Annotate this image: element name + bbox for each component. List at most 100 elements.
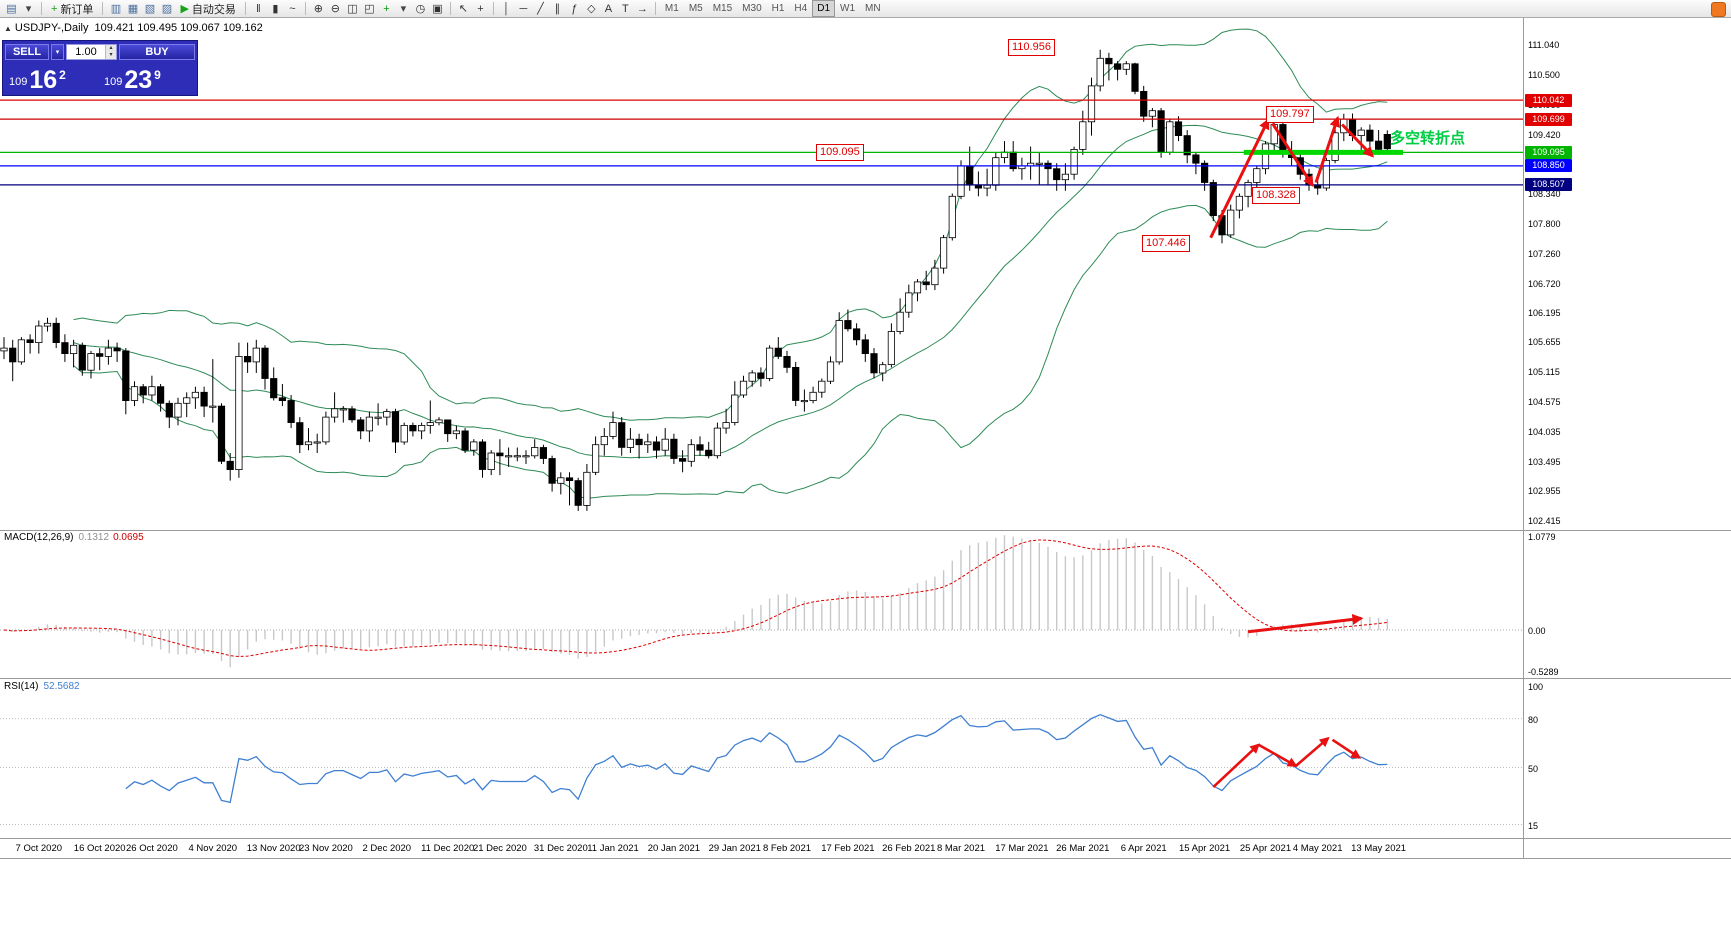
crosshair-icon[interactable]: + bbox=[477, 2, 484, 15]
cascade-windows-icon[interactable]: ◰ bbox=[364, 2, 375, 15]
price-axis-label: 111.040 bbox=[1528, 40, 1560, 50]
date-label: 26 Feb 2021 bbox=[882, 843, 936, 854]
price-axis-label: 106.195 bbox=[1528, 307, 1561, 318]
price-axis: 111.040110.500109.960109.420108.880108.3… bbox=[1524, 18, 1731, 858]
bar-chart-icon[interactable]: ‖ bbox=[256, 2, 261, 15]
timeframe-h4-button[interactable]: H4 bbox=[794, 3, 808, 14]
ask-price: 109 23 9 bbox=[100, 62, 195, 93]
lot-size-input[interactable] bbox=[67, 45, 105, 58]
macd-panel[interactable] bbox=[0, 530, 1523, 678]
price-tag: 108.507 bbox=[1525, 178, 1572, 192]
zoom-out-icon[interactable]: ⊖ bbox=[330, 2, 341, 15]
autotrading-button[interactable]: ▶ 自动交易 bbox=[175, 1, 240, 17]
vertical-line-icon[interactable]: │ bbox=[502, 2, 510, 15]
price-axis-label: 106.720 bbox=[1528, 278, 1561, 289]
one-click-trading-panel: SELL ▾ ▴ ▾ BUY 109 16 2 109 23 9 bbox=[2, 40, 198, 96]
period-clock-icon[interactable]: ◷ bbox=[415, 2, 426, 15]
ask-prefix: 109 bbox=[104, 76, 123, 88]
data-window-icon[interactable]: ▦ bbox=[127, 2, 139, 15]
sell-button[interactable]: SELL bbox=[5, 43, 49, 60]
trendline-icon[interactable]: ╱ bbox=[537, 2, 544, 15]
timeframe-m15-button[interactable]: M15 bbox=[712, 3, 733, 14]
autotrading-button-icon: ▶ bbox=[180, 3, 189, 15]
date-label: 13 May 2021 bbox=[1351, 843, 1407, 854]
buy-button[interactable]: BUY bbox=[119, 43, 195, 60]
rsi-panel[interactable] bbox=[0, 678, 1523, 838]
price-tag: 109.699 bbox=[1525, 112, 1572, 126]
timeframe-m1-button[interactable]: M1 bbox=[664, 3, 679, 14]
lot-spin-up-icon[interactable]: ▴ bbox=[105, 44, 116, 52]
bid-prefix: 109 bbox=[9, 76, 28, 88]
date-label: 21 Dec 2020 bbox=[472, 843, 527, 854]
candlestick-chart-icon[interactable]: ▮ bbox=[272, 2, 279, 15]
navigator-icon[interactable]: ▧ bbox=[144, 2, 156, 15]
price-axis-label: 105.115 bbox=[1528, 367, 1560, 378]
cursor-icon[interactable]: ↖ bbox=[458, 2, 469, 15]
lot-spinner: ▴ ▾ bbox=[105, 44, 116, 59]
date-label: 4 May 2021 bbox=[1292, 843, 1343, 854]
price-axis-label: 107.260 bbox=[1528, 248, 1561, 259]
autotrading-button-label: 自动交易 bbox=[191, 3, 236, 16]
timeframe-d1-button[interactable]: D1 bbox=[812, 0, 836, 17]
notification-icon[interactable] bbox=[1711, 2, 1726, 17]
date-label: 13 Nov 2020 bbox=[246, 843, 301, 854]
price-tag: 108.850 bbox=[1525, 159, 1572, 173]
indicators-add-icon[interactable]: + bbox=[383, 2, 390, 15]
price-axis-label: 104.035 bbox=[1528, 426, 1561, 437]
rsi-axis-label: 50 bbox=[1528, 763, 1539, 774]
date-label: 31 Dec 2020 bbox=[533, 843, 588, 854]
date-label: 25 Apr 2021 bbox=[1239, 843, 1292, 854]
date-label: 16 Oct 2020 bbox=[73, 843, 126, 854]
timeframe-w1-button[interactable]: W1 bbox=[840, 3, 856, 14]
fibonacci-icon[interactable]: ƒ bbox=[571, 2, 578, 15]
arrow-tools-icon[interactable]: → bbox=[636, 2, 648, 15]
tile-windows-icon[interactable]: ◫ bbox=[347, 2, 358, 15]
chart-window-icon[interactable]: ▤ bbox=[6, 2, 17, 15]
trade-options-dropdown-icon[interactable]: ▾ bbox=[51, 43, 64, 60]
ask-big: 23 bbox=[124, 66, 153, 94]
lot-spin-down-icon[interactable]: ▾ bbox=[105, 51, 116, 59]
templates-icon[interactable]: ▣ bbox=[432, 2, 443, 15]
date-label: 17 Mar 2021 bbox=[995, 843, 1049, 854]
price-axis-label: 103.495 bbox=[1528, 456, 1561, 467]
axis-divider bbox=[1523, 18, 1524, 858]
bid-big: 16 bbox=[29, 66, 58, 94]
shapes-icon[interactable]: ◇ bbox=[587, 2, 596, 15]
timeframe-h1-button[interactable]: H1 bbox=[771, 3, 785, 14]
macd-axis-label: 1.0779 bbox=[1528, 532, 1556, 542]
date-label: 6 Apr 2021 bbox=[1120, 843, 1167, 854]
date-label: 17 Feb 2021 bbox=[821, 843, 875, 854]
panel-separator[interactable] bbox=[0, 678, 1731, 679]
symbol-name: USDJPY-,Daily bbox=[14, 22, 89, 34]
panel-separator[interactable] bbox=[0, 530, 1731, 531]
price-axis-label: 109.420 bbox=[1528, 129, 1561, 140]
timeframe-mn-button[interactable]: MN bbox=[865, 3, 881, 14]
toolbar-separator bbox=[492, 2, 494, 15]
indicators-dropdown-icon[interactable]: ▾ bbox=[400, 2, 407, 15]
symbol-arrow-icon: ▲ bbox=[4, 24, 12, 33]
terminal-icon[interactable]: ▨ bbox=[161, 2, 173, 15]
price-axis-label: 102.415 bbox=[1528, 516, 1561, 527]
window-dropdown-icon[interactable]: ▾ bbox=[25, 2, 32, 15]
date-axis: 7 Oct 2020 16 Oct 2020 26 Oct 2020 4 Nov 20… bbox=[0, 838, 1731, 858]
symbol-info: ▲ USDJPY-,Daily 109.421 109.495 109.067 10… bbox=[4, 22, 263, 34]
date-label: 11 Jan 2021 bbox=[587, 843, 639, 854]
price-axis-label: 104.575 bbox=[1528, 396, 1561, 407]
horizontal-line-icon[interactable]: ─ bbox=[519, 2, 528, 15]
market-watch-icon[interactable]: ▥ bbox=[110, 2, 122, 15]
toolbar-separator bbox=[41, 2, 42, 15]
timeframe-m5-button[interactable]: M5 bbox=[688, 3, 703, 14]
text-label-icon[interactable]: T bbox=[622, 2, 629, 15]
new-order-button-icon: + bbox=[51, 2, 58, 15]
date-label: 29 Jan 2021 bbox=[708, 843, 761, 854]
new-order-button[interactable]: + 新订单 bbox=[46, 1, 98, 17]
text-icon[interactable]: A bbox=[604, 2, 613, 15]
timeframe-m30-button[interactable]: M30 bbox=[742, 3, 762, 14]
line-chart-icon[interactable]: ~ bbox=[289, 2, 296, 15]
macd-axis-label: -0.5289 bbox=[1528, 667, 1559, 677]
channel-icon[interactable]: ∥ bbox=[554, 2, 561, 15]
date-label: 7 Oct 2020 bbox=[15, 843, 63, 854]
date-label: 20 Jan 2021 bbox=[647, 843, 701, 854]
main-chart[interactable] bbox=[0, 18, 1523, 530]
zoom-in-icon[interactable]: ⊕ bbox=[313, 2, 324, 15]
